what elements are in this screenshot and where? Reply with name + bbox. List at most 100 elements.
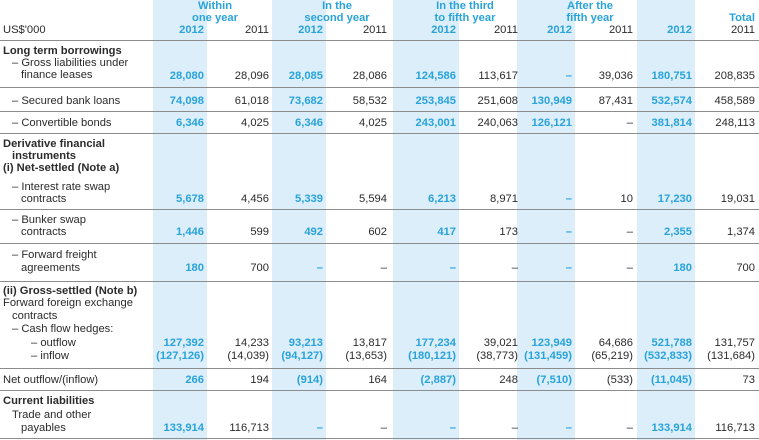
cell: (532,833): [644, 350, 692, 362]
cell: 13,817: [352, 337, 387, 349]
cell: 28,096: [234, 70, 269, 82]
cell: 253,845: [415, 95, 456, 107]
cell: 194: [250, 374, 269, 386]
cell: –: [565, 226, 572, 238]
row-label: – Secured bank loans: [12, 95, 121, 107]
cell: 599: [250, 226, 269, 238]
highlight-band-2012-within: [153, 0, 207, 440]
cell: –: [626, 422, 633, 434]
group-header-line2: to fifth year: [434, 12, 496, 24]
row-label: – Convertible bonds: [12, 117, 112, 129]
cell: –: [380, 262, 387, 274]
cell: (127,126): [156, 350, 204, 362]
row-label: Forward foreign exchange: [3, 297, 133, 309]
cell: 208,835: [714, 70, 755, 82]
cell: (11,045): [650, 374, 692, 386]
group-header-line2: fifth year: [566, 12, 614, 24]
row-label: – Interest rate swap: [12, 181, 111, 193]
group-header-line1: [665, 0, 755, 12]
cell: 521,788: [651, 337, 692, 349]
cell: 180,751: [651, 70, 692, 82]
cell: 8,971: [490, 193, 518, 205]
cell: 1,374: [727, 226, 755, 238]
cell: 28,085: [288, 70, 323, 82]
cell: 4,456: [241, 193, 269, 205]
year-header: 2012: [298, 24, 323, 36]
cell: 127,392: [163, 337, 204, 349]
cell: 14,233: [234, 337, 269, 349]
currency-label: US$'000: [3, 24, 46, 36]
cell: 17,230: [657, 193, 692, 205]
group-header-total: Total: [665, 0, 755, 24]
section-title-current-liabilities: Current liabilities: [3, 395, 95, 407]
year-header: 2011: [244, 24, 269, 36]
divider: [0, 133, 759, 134]
cell: 39,021: [483, 337, 518, 349]
row-label: payables: [21, 422, 66, 434]
year-header: 2011: [608, 24, 633, 36]
cell: –: [380, 422, 387, 434]
divider: [0, 243, 759, 244]
group-header-line2: Total: [729, 12, 755, 24]
cell: 6,346: [176, 117, 204, 129]
cell: (914): [296, 374, 323, 386]
cell: 458,589: [714, 95, 755, 107]
group-header-within: Within one year: [170, 0, 260, 24]
cell: (13,653): [345, 350, 387, 362]
cell: –: [511, 262, 518, 274]
cell: 5,594: [359, 193, 387, 205]
divider: [0, 87, 759, 88]
divider: [0, 390, 759, 391]
row-label: finance leases: [21, 69, 93, 81]
cell: 180: [185, 262, 204, 274]
cell: 532,574: [651, 95, 692, 107]
row-label: – Gross liabilities under: [12, 57, 129, 69]
cell: (533): [606, 374, 633, 386]
group-header-line1: In the: [322, 0, 352, 12]
cell: –: [449, 262, 456, 274]
highlight-band-2012-third: [393, 0, 459, 440]
cell: 28,086: [352, 70, 387, 82]
group-header-after: After the fifth year: [545, 0, 635, 24]
year-header: 2011: [362, 24, 387, 36]
cell: 123,949: [531, 337, 572, 349]
cell: 133,914: [163, 422, 204, 434]
cell: 381,814: [651, 117, 692, 129]
cell: –: [565, 262, 572, 274]
row-label: – outflow: [31, 337, 76, 349]
cell: 87,431: [598, 95, 633, 107]
cell: (38,773): [476, 350, 518, 362]
year-header: 2011: [730, 24, 755, 36]
cell: 74,098: [169, 95, 204, 107]
cell: 492: [304, 226, 323, 238]
section-title-long-term-borrowings: Long term borrowings: [3, 45, 122, 57]
cell: 10: [620, 193, 633, 205]
cell: 28,080: [169, 70, 204, 82]
cell: 2,355: [664, 226, 692, 238]
cell: –: [511, 422, 518, 434]
group-header-line1: Within: [197, 0, 233, 12]
row-label: – Bunker swap: [12, 214, 87, 226]
group-header-line2: second year: [304, 12, 370, 24]
year-header: 2011: [493, 24, 518, 36]
cell: 131,757: [714, 337, 755, 349]
cell: 73: [742, 374, 755, 386]
cell: 116,713: [229, 422, 269, 434]
cell: –: [626, 262, 633, 274]
cell: 173: [499, 226, 518, 238]
cell: –: [626, 226, 633, 238]
cell: 130,949: [531, 95, 572, 107]
cell: 164: [368, 374, 387, 386]
group-header-third: In the third to fifth year: [410, 0, 520, 24]
cell: 5,678: [176, 193, 204, 205]
cell: 116,713: [715, 422, 755, 434]
row-label: contracts: [21, 193, 67, 205]
group-header-line1: In the third: [436, 0, 494, 12]
cell: 251,608: [477, 95, 518, 107]
divider: [0, 40, 759, 41]
cell: 180: [673, 262, 692, 274]
cell: 602: [368, 226, 387, 238]
row-label: – inflow: [31, 350, 69, 362]
cell: (14,039): [227, 350, 269, 362]
cell: (94,127): [281, 350, 323, 362]
